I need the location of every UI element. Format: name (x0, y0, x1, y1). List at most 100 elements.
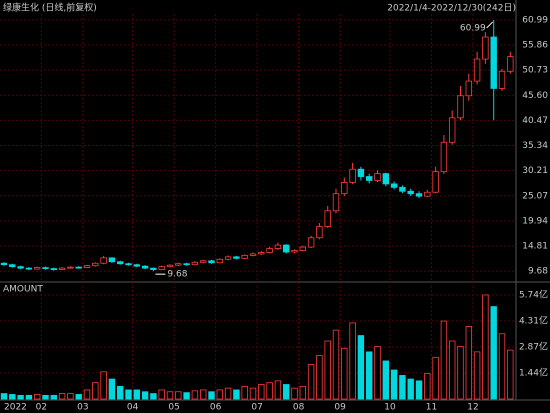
annotation-arrow (486, 21, 494, 29)
candle-body (282, 244, 290, 253)
volume-bar (382, 360, 389, 400)
volume-bar (457, 346, 464, 400)
candle-body (83, 265, 91, 269)
candle-body (382, 173, 389, 185)
volume-bar (224, 387, 232, 400)
candle-body (100, 257, 107, 264)
candle-body (457, 95, 464, 119)
candle-body (34, 267, 41, 270)
y-tick-label: 40.47 (522, 116, 548, 126)
volume-bar (133, 389, 140, 400)
volume-bar (415, 380, 423, 400)
candle-body (357, 168, 365, 177)
candle-body (50, 268, 57, 271)
y-tick-label: 30.21 (522, 166, 548, 176)
volume-bar (316, 355, 323, 400)
x-tick-label: 07 (251, 403, 262, 413)
candle-body (9, 264, 16, 268)
candle-body (183, 263, 190, 266)
volume-bar (432, 356, 439, 400)
candle-body (473, 58, 481, 82)
x-tick-label: 04 (127, 403, 139, 413)
x-tick-label: 09 (334, 403, 346, 413)
volume-bar (117, 385, 124, 400)
x-tick-label: 03 (77, 403, 88, 413)
candle-body (490, 36, 497, 89)
candle-body (133, 264, 140, 267)
candle-body (75, 266, 82, 269)
candle-body (249, 253, 257, 256)
volume-bar (34, 394, 41, 400)
y-tick-label: 50.73 (522, 66, 548, 76)
candle-body (448, 117, 456, 143)
candle-body (266, 248, 273, 253)
volume-bar (158, 389, 165, 400)
candle-body (341, 182, 348, 195)
x-tick-label: 08 (293, 403, 305, 413)
volume-bar (299, 385, 306, 400)
volume-bar (266, 382, 273, 400)
candle-body (125, 263, 132, 266)
candle-body (150, 267, 157, 270)
volume-bar (349, 322, 356, 400)
candle-body (299, 246, 306, 251)
volume-bar (332, 329, 340, 400)
candle-body (208, 260, 215, 264)
volume-bar (208, 391, 215, 400)
volume-bar (83, 389, 91, 400)
candle-body (158, 266, 165, 270)
candle-body (432, 171, 439, 193)
volume-bar (407, 378, 414, 400)
candle-body (199, 260, 207, 263)
volume-bar (0, 393, 8, 400)
volume-bar (424, 373, 431, 400)
volume-bar (307, 364, 315, 400)
candle-body (332, 193, 340, 212)
candle-body (241, 254, 248, 259)
candle-body (307, 237, 315, 248)
volume-bar (357, 335, 365, 400)
x-tick-label: 2022 (4, 403, 27, 413)
candle-body (117, 261, 124, 265)
volume-bar (175, 391, 182, 400)
low-annotation: 9.68 (167, 270, 187, 280)
volume-bar (166, 391, 174, 400)
volume-bar (108, 378, 116, 400)
candle-body (415, 193, 423, 197)
candle-body (465, 80, 472, 97)
candle-body (17, 266, 24, 269)
y-tick-label: 2.87亿 (519, 340, 548, 352)
volume-bar (17, 394, 24, 400)
candle-body (482, 36, 489, 60)
candle-body (407, 190, 414, 195)
volume-bar (92, 382, 99, 400)
y-tick-label: 55.86 (522, 41, 548, 51)
y-tick-label: 35.34 (522, 141, 548, 151)
high-annotation: 60.99 (460, 23, 486, 33)
volume-bar (100, 371, 107, 400)
y-tick-label: 9.68 (528, 267, 548, 277)
candle-body (216, 258, 223, 264)
volume-bar (498, 333, 506, 400)
candle-body (58, 267, 66, 270)
volume-bar (125, 389, 132, 400)
volume-bar (233, 389, 240, 400)
candle-body (233, 256, 240, 259)
volume-bar (199, 389, 207, 400)
volume-bar (465, 326, 472, 400)
candle-body (274, 244, 282, 249)
volume-bar (473, 351, 481, 400)
candle-body (440, 141, 448, 173)
volume-bar (183, 392, 190, 400)
volume-bar (58, 393, 66, 400)
volume-bar (341, 347, 348, 400)
y-tick-label: 60.99 (522, 15, 548, 25)
volume-bar (448, 340, 456, 400)
x-tick-label: 11 (426, 403, 437, 413)
volume-bar (490, 306, 497, 400)
candle-body (108, 257, 116, 263)
volume-bar (50, 394, 57, 400)
volume-bar (67, 393, 74, 400)
volume-bar (482, 294, 489, 400)
